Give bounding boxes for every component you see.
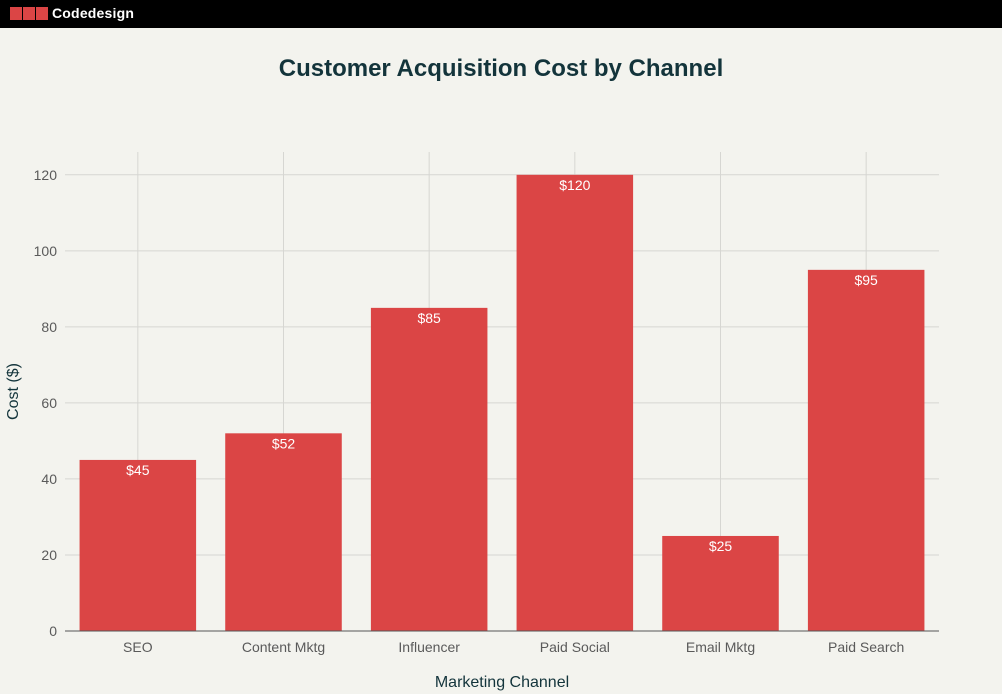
- x-tick-label: SEO: [123, 639, 153, 655]
- bar-influencer[interactable]: [370, 307, 488, 631]
- bar-email-mktg[interactable]: [662, 535, 779, 631]
- data-labels-group: $45 $52 $85 $120 $25 $95: [126, 177, 878, 554]
- x-tick-label: Influencer: [398, 639, 460, 655]
- x-axis-title: Marketing Channel: [435, 674, 569, 691]
- bar-value-label: $45: [126, 462, 150, 478]
- y-tick-label: 100: [34, 243, 58, 259]
- y-tick-labels: 0 20 40 60 80 100 120: [34, 167, 58, 639]
- bars-group: [79, 174, 925, 632]
- y-axis-title: Cost ($): [5, 363, 22, 420]
- y-tick-label: 40: [41, 471, 57, 487]
- x-tick-label: Email Mktg: [686, 639, 755, 655]
- logo-icon: [10, 7, 49, 21]
- bar-value-label: $95: [854, 272, 878, 288]
- bar-content-mktg[interactable]: [225, 433, 342, 631]
- bar-value-label: $25: [709, 538, 733, 554]
- x-tick-label: Paid Social: [540, 639, 610, 655]
- x-tick-label: Content Mktg: [242, 639, 325, 655]
- y-tick-label: 20: [41, 547, 57, 563]
- bar-value-label: $85: [417, 310, 441, 326]
- x-tick-label: Paid Search: [828, 639, 904, 655]
- y-tick-label: 0: [49, 623, 57, 639]
- y-tick-label: 80: [41, 319, 57, 335]
- bar-paid-search[interactable]: [807, 269, 925, 631]
- y-tick-label: 120: [34, 167, 58, 183]
- brand-name: Codedesign: [52, 5, 135, 21]
- x-tick-labels: SEO Content Mktg Influencer Paid Social Emai…: [123, 639, 904, 655]
- chart-title: Customer Acquisition Cost by Channel: [278, 55, 724, 82]
- bar-value-label: $52: [272, 435, 296, 451]
- top-bar: Codedesign: [0, 0, 1002, 28]
- bar-seo[interactable]: [79, 459, 197, 631]
- bar-paid-social[interactable]: [516, 174, 634, 632]
- bar-value-label: $120: [559, 177, 590, 193]
- y-tick-label: 60: [41, 395, 57, 411]
